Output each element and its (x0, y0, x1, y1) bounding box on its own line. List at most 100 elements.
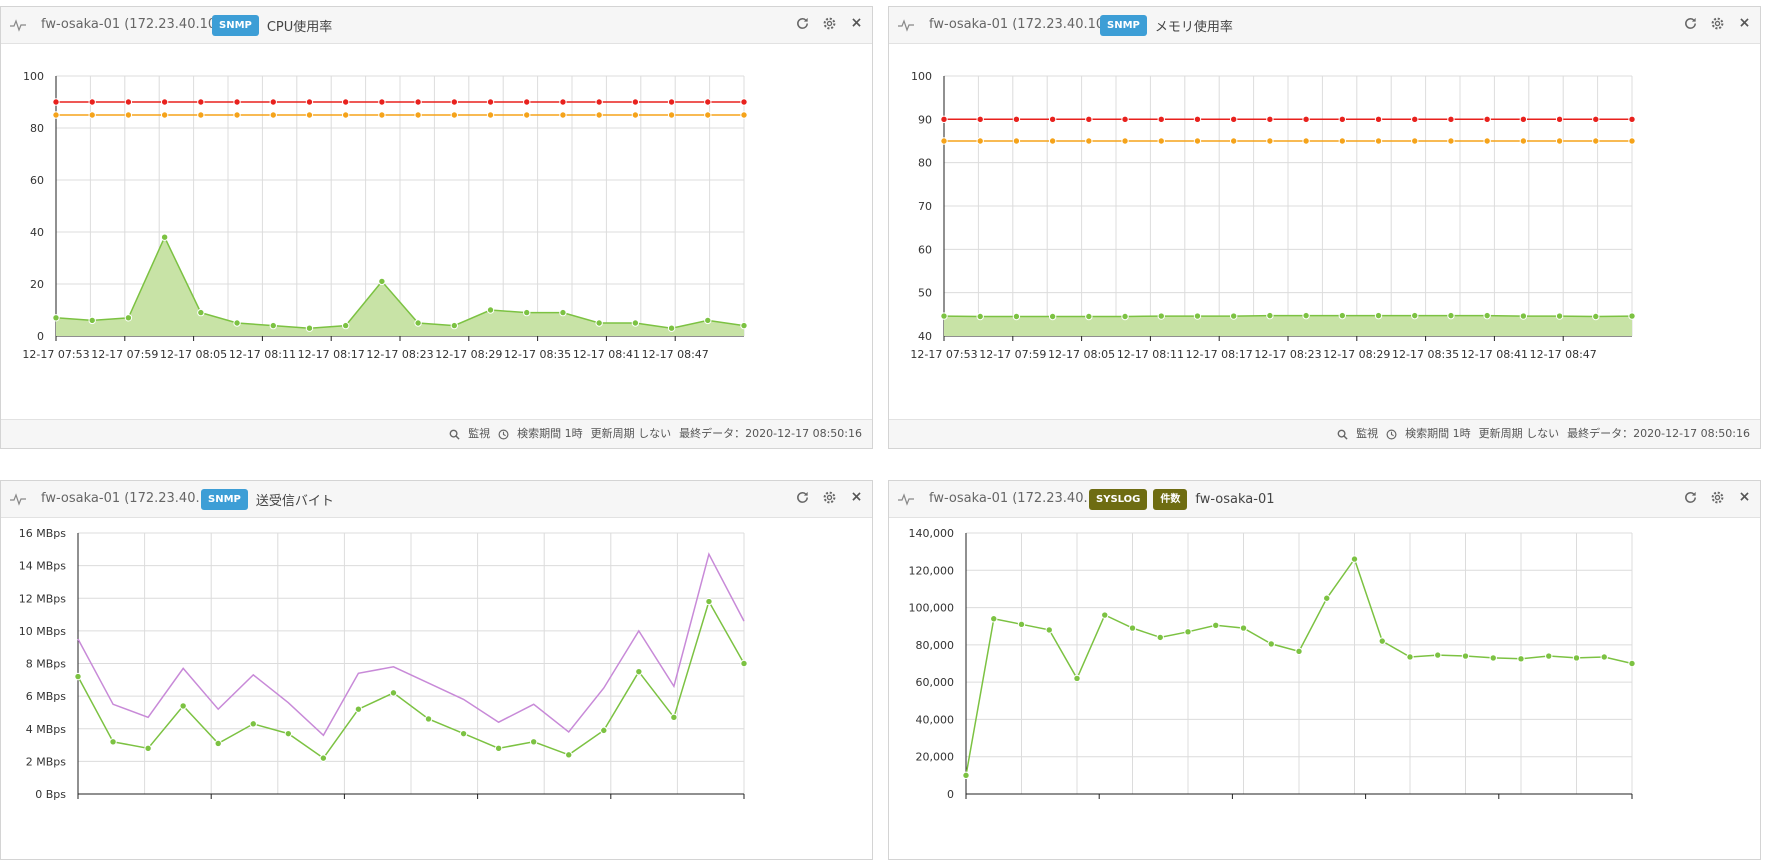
data-point (450, 98, 459, 106)
badge-group: SNMP CPU使用率 (212, 15, 332, 36)
data-point (1374, 137, 1383, 145)
badge-group: SNMP 送受信バイト (201, 489, 334, 510)
y-tick-label: 6 MBps (26, 690, 67, 703)
y-tick-label: 50 (918, 287, 932, 300)
data-point (600, 726, 608, 735)
gear-icon[interactable] (1710, 16, 1725, 31)
monitor-link[interactable]: 監視 (468, 427, 491, 440)
panel-header: fw-osaka-01 (172.23.40.10) SNMP メモリ使用率 × (889, 7, 1760, 44)
data-point (1184, 628, 1192, 636)
gear-icon[interactable] (822, 16, 837, 31)
data-point (523, 308, 531, 317)
data-point (704, 98, 712, 106)
data-point (1157, 115, 1165, 124)
data-point (1045, 626, 1053, 634)
data-point (233, 319, 241, 327)
data-point (1447, 311, 1455, 320)
data-point (305, 111, 314, 119)
data-point (486, 98, 495, 106)
data-point (1012, 137, 1021, 145)
device-host-label: fw-osaka-01 (172.23.40.10) (41, 491, 222, 506)
last-data-time: 最終データ：2020-12-17 08:50:16 (1567, 427, 1750, 440)
data-point (88, 98, 96, 106)
close-icon[interactable]: × (1738, 489, 1751, 505)
x-tick-label: 12-17 08:11 (229, 348, 296, 361)
y-tick-label: 40 (30, 226, 44, 239)
series-area (944, 315, 1632, 336)
data-point (704, 316, 712, 325)
y-tick-label: 70 (918, 200, 932, 213)
data-point (160, 233, 169, 241)
data-point (214, 739, 222, 748)
y-tick-label: 20,000 (916, 751, 955, 764)
data-point (1193, 137, 1202, 145)
traffic-bytes-panel: fw-osaka-01 (172.23.40.10) SNMP 送受信バイト ×… (0, 480, 873, 860)
data-point (1302, 137, 1310, 145)
x-tick-label: 12-17 08:29 (435, 348, 502, 361)
data-point (1572, 654, 1581, 662)
snmp-badge: SNMP (1100, 15, 1147, 36)
search-icon[interactable] (1337, 429, 1348, 440)
data-point (1157, 312, 1165, 320)
data-point (1128, 624, 1137, 632)
data-point (1374, 311, 1383, 320)
close-icon[interactable]: × (850, 15, 863, 31)
data-point (1545, 652, 1553, 660)
data-point (523, 111, 531, 119)
y-tick-label: 40,000 (916, 713, 955, 726)
data-point (670, 713, 678, 722)
data-point (1121, 137, 1129, 145)
data-point (1295, 647, 1303, 656)
monitor-link[interactable]: 監視 (1356, 427, 1379, 440)
data-point (284, 729, 293, 738)
data-point (414, 319, 422, 327)
x-tick-label: 12-17 07:59 (979, 348, 1046, 361)
gear-icon[interactable] (822, 490, 837, 505)
close-icon[interactable]: × (1738, 15, 1751, 31)
data-point (1592, 137, 1600, 145)
count-badge: 件数 (1153, 489, 1188, 510)
y-tick-label: 80 (918, 157, 932, 170)
data-point (52, 111, 60, 119)
metric-title: fw-osaka-01 (1195, 492, 1275, 507)
search-icon[interactable] (449, 429, 460, 440)
refresh-icon[interactable] (1683, 490, 1698, 505)
data-point (88, 111, 96, 119)
gear-icon[interactable] (1710, 490, 1725, 505)
close-icon[interactable]: × (850, 489, 863, 505)
refresh-icon[interactable] (1683, 16, 1698, 31)
cpu-usage-panel: fw-osaka-01 (172.23.40.10) SNMP CPU使用率 ×… (0, 6, 873, 449)
data-point (1012, 312, 1021, 321)
data-point (486, 306, 495, 314)
data-point (1519, 312, 1528, 320)
data-point (1628, 659, 1636, 668)
panel-controls: × (1683, 16, 1752, 31)
data-point (179, 702, 187, 710)
data-point (595, 98, 603, 106)
data-point (52, 314, 60, 322)
x-tick-label: 12-17 08:41 (1461, 348, 1528, 361)
x-tick-label: 12-17 08:47 (1530, 348, 1597, 361)
y-tick-label: 60 (30, 174, 44, 187)
data-point (1406, 653, 1414, 661)
data-point (1447, 115, 1455, 124)
data-point (976, 312, 984, 321)
x-tick-label: 12-17 07:59 (91, 348, 158, 361)
data-point (1239, 624, 1248, 632)
series-line (77, 552, 745, 737)
data-point (1350, 555, 1359, 563)
data-point (1447, 137, 1455, 145)
data-point (494, 744, 503, 753)
refresh-icon[interactable] (795, 16, 810, 31)
data-point (631, 319, 640, 327)
y-tick-label: 2 MBps (26, 755, 67, 768)
data-point (414, 111, 422, 119)
data-point (269, 98, 277, 106)
y-tick-label: 4 MBps (26, 723, 67, 736)
y-tick-label: 80,000 (916, 639, 955, 652)
panel-footer: 監視 検索期間 1時 更新周期 しない 最終データ：2020-12-17 08:… (1, 419, 872, 448)
refresh-icon[interactable] (795, 490, 810, 505)
panel-controls: × (1683, 490, 1752, 505)
data-point (1555, 115, 1564, 124)
data-point (378, 111, 386, 119)
